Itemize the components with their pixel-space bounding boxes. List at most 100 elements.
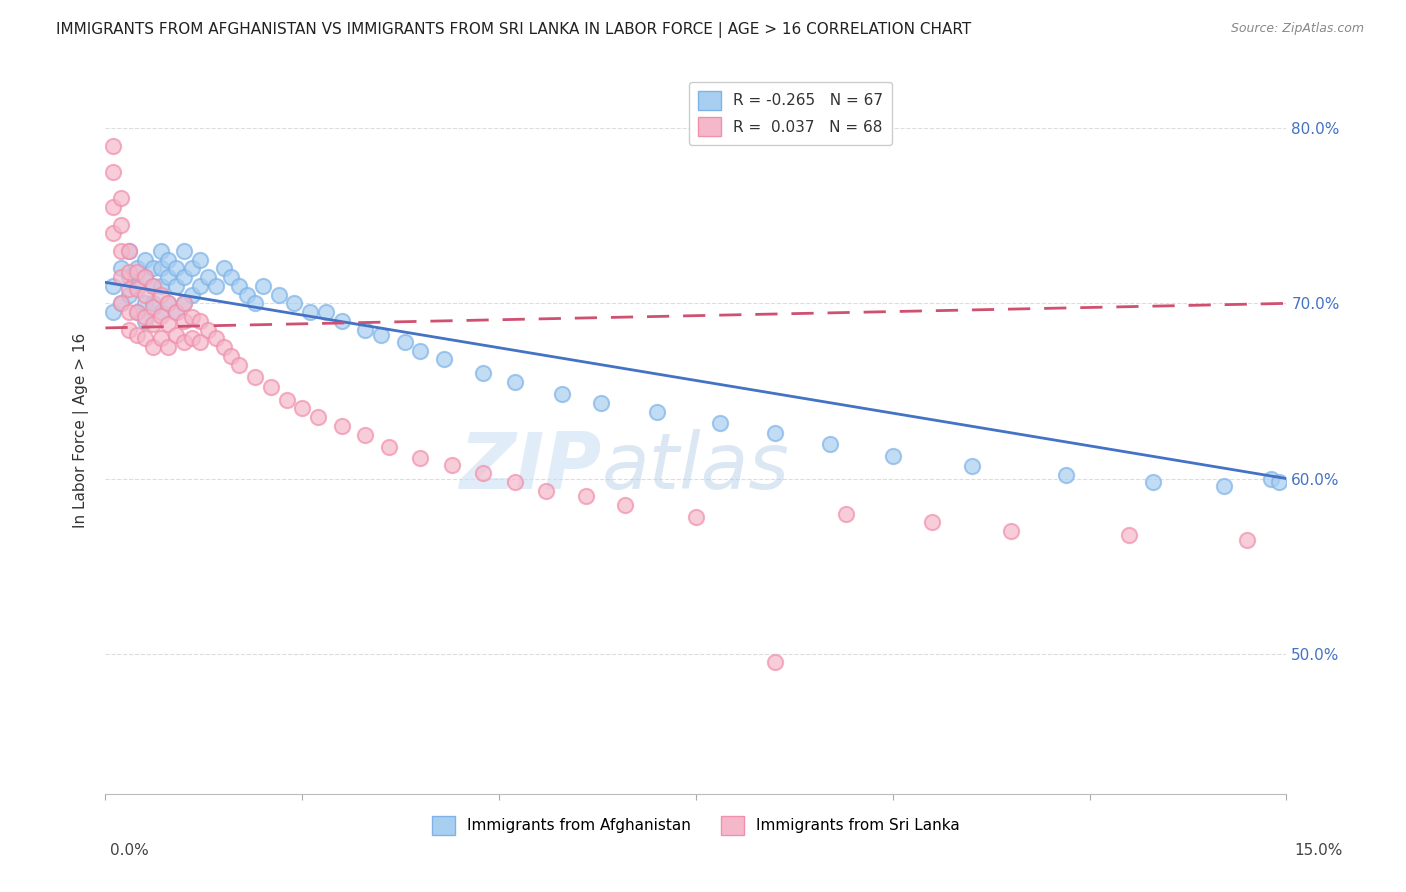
Point [157, 270, 180, 285]
Point [960, 459, 983, 474]
Point [125, 305, 148, 319]
Point [125, 305, 148, 319]
Point [221, 349, 243, 363]
Point [921, 516, 943, 530]
Point [149, 278, 172, 293]
Point [118, 244, 141, 258]
Point [142, 261, 165, 276]
Point [1142, 475, 1164, 489]
Point [149, 261, 172, 276]
Point [378, 440, 401, 454]
Point [645, 405, 668, 419]
Point [685, 510, 707, 524]
Point [763, 425, 786, 440]
Point [243, 296, 266, 310]
Point [165, 278, 187, 293]
Point [181, 261, 204, 276]
Point [260, 380, 283, 394]
Point [118, 282, 141, 296]
Point [110, 261, 132, 276]
Point [409, 343, 432, 358]
Point [110, 296, 132, 310]
Point [149, 287, 172, 301]
Text: 15.0%: 15.0% [1295, 843, 1343, 858]
Point [142, 278, 165, 293]
Point [575, 489, 598, 503]
Point [157, 296, 180, 310]
Point [354, 323, 377, 337]
Point [142, 340, 165, 354]
Point [267, 287, 290, 301]
Point [125, 278, 148, 293]
Point [1212, 478, 1234, 492]
Point [1267, 475, 1289, 489]
Point [110, 218, 132, 232]
Point [228, 278, 250, 293]
Point [118, 323, 141, 337]
Point [221, 270, 243, 285]
Point [472, 367, 495, 381]
Point [409, 450, 432, 465]
Point [125, 327, 148, 342]
Point [181, 310, 204, 325]
Point [142, 278, 165, 293]
Point [110, 244, 132, 258]
Point [157, 340, 180, 354]
Point [118, 305, 141, 319]
Point [110, 296, 132, 310]
Point [165, 305, 187, 319]
Point [330, 314, 353, 328]
Point [181, 331, 204, 345]
Point [157, 252, 180, 267]
Point [1260, 472, 1282, 486]
Point [157, 296, 180, 310]
Point [118, 244, 141, 258]
Point [212, 340, 235, 354]
Point [110, 191, 132, 205]
Point [228, 358, 250, 372]
Point [204, 278, 226, 293]
Point [709, 416, 731, 430]
Point [134, 252, 156, 267]
Point [1118, 527, 1140, 541]
Point [212, 261, 235, 276]
Point [882, 449, 904, 463]
Text: ZIP: ZIP [460, 429, 602, 505]
Point [188, 314, 211, 328]
Point [134, 331, 156, 345]
Point [503, 375, 526, 389]
Point [149, 244, 172, 258]
Point [149, 309, 172, 323]
Point [142, 318, 165, 332]
Point [134, 314, 156, 328]
Point [125, 265, 148, 279]
Point [134, 270, 156, 285]
Point [834, 507, 856, 521]
Point [188, 278, 211, 293]
Point [197, 323, 219, 337]
Point [165, 305, 187, 319]
Point [103, 305, 125, 319]
Point [591, 396, 613, 410]
Point [142, 300, 165, 314]
Point [276, 392, 298, 407]
Point [173, 244, 195, 258]
Point [110, 270, 132, 285]
Point [134, 287, 156, 301]
Point [536, 483, 558, 498]
Point [125, 261, 148, 276]
Point [173, 334, 195, 349]
Point [173, 314, 195, 328]
Point [103, 227, 125, 241]
Point [299, 305, 322, 319]
Point [503, 475, 526, 489]
Point [188, 334, 211, 349]
Point [118, 287, 141, 301]
Point [149, 305, 172, 319]
Point [173, 296, 195, 310]
Point [763, 656, 786, 670]
Text: IMMIGRANTS FROM AFGHANISTAN VS IMMIGRANTS FROM SRI LANKA IN LABOR FORCE | AGE > : IMMIGRANTS FROM AFGHANISTAN VS IMMIGRANT… [56, 22, 972, 38]
Point [134, 310, 156, 325]
Point [370, 327, 392, 342]
Point [103, 138, 125, 153]
